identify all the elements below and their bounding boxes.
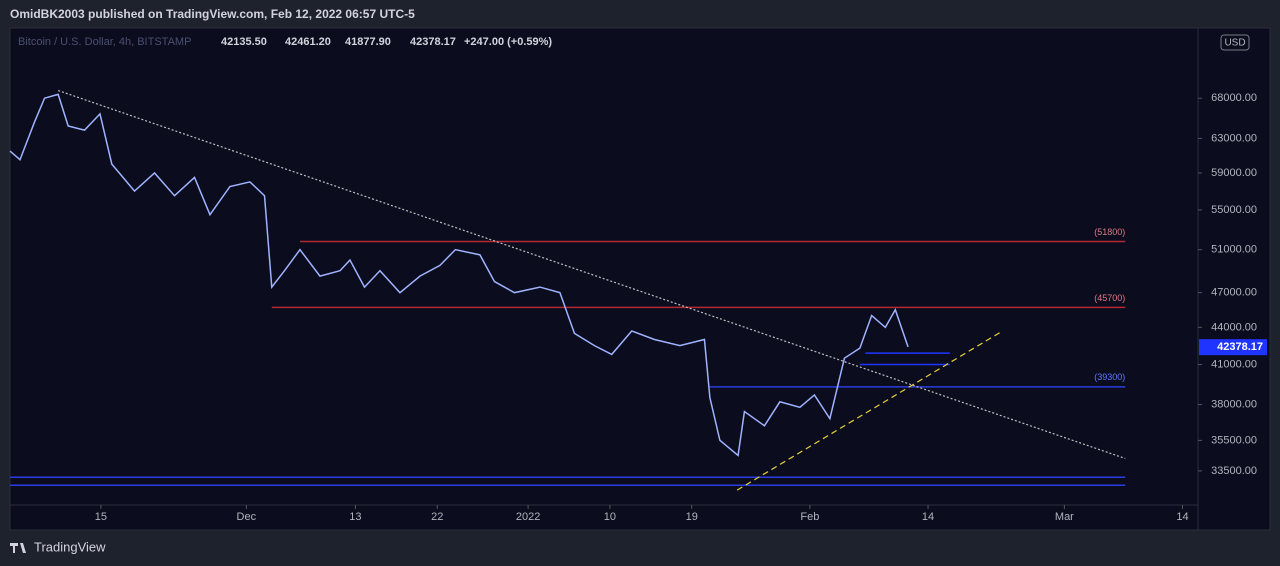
trendline: [57, 89, 1126, 460]
logo: [10, 543, 26, 553]
x-tick-label: 10: [604, 511, 616, 523]
level-label: (45700): [1094, 293, 1125, 303]
x-tick-label: Feb: [800, 511, 819, 523]
y-tick-label: 63000.00: [1211, 132, 1257, 144]
y-tick-label: 35500.00: [1211, 434, 1257, 446]
y-tick-label: 38000.00: [1211, 398, 1257, 410]
currency[interactable]: USD: [1224, 38, 1245, 49]
y-tick-label: 41000.00: [1211, 358, 1257, 370]
x-tick-label: 14: [922, 511, 934, 523]
y-tick-label: 47000.00: [1211, 287, 1257, 299]
change: +247.00 (+0.59%): [464, 36, 552, 48]
y-tick-label: 55000.00: [1211, 204, 1257, 216]
y-tick-label: 68000.00: [1211, 92, 1257, 104]
y-tick-label: 51000.00: [1211, 244, 1257, 256]
x-tick-label: Dec: [237, 511, 257, 523]
level-label: (39300): [1094, 372, 1125, 382]
x-tick-label: 14: [1176, 511, 1188, 523]
trendline: [736, 330, 1003, 491]
chart-title: Bitcoin / U.S. Dollar, 4h, BITSTAMP: [18, 36, 191, 48]
ohlc: 42135.50 42461.20 41877.90 42378.17 +247…: [221, 36, 552, 48]
close: 42378.17: [410, 36, 456, 48]
price-line: [9, 93, 909, 457]
y-tick-label: 44000.00: [1211, 321, 1257, 333]
y-tick-label: 33500.00: [1211, 465, 1257, 477]
chart-frame: [9, 27, 1271, 531]
footer-brand: TradingView: [34, 539, 106, 554]
high: 42461.20: [285, 36, 331, 48]
price-tag: 42378.17: [1217, 341, 1263, 353]
level-label: (51800): [1094, 227, 1125, 237]
x-tick-label: 22: [431, 511, 443, 523]
x-tick-label: 13: [349, 511, 361, 523]
low: 41877.90: [345, 36, 391, 48]
y-tick-label: 59000.00: [1211, 167, 1257, 179]
x-tick-label: 19: [686, 511, 698, 523]
open: 42135.50: [221, 36, 267, 48]
publisher: OmidBK2003 published on TradingView.com,…: [10, 7, 415, 21]
x-tick-label: 15: [95, 511, 107, 523]
x-tick-label: 2022: [516, 511, 540, 523]
price-tag-box: [1199, 339, 1267, 356]
x-tick-label: Mar: [1055, 511, 1074, 523]
currency-box[interactable]: [1220, 34, 1250, 51]
